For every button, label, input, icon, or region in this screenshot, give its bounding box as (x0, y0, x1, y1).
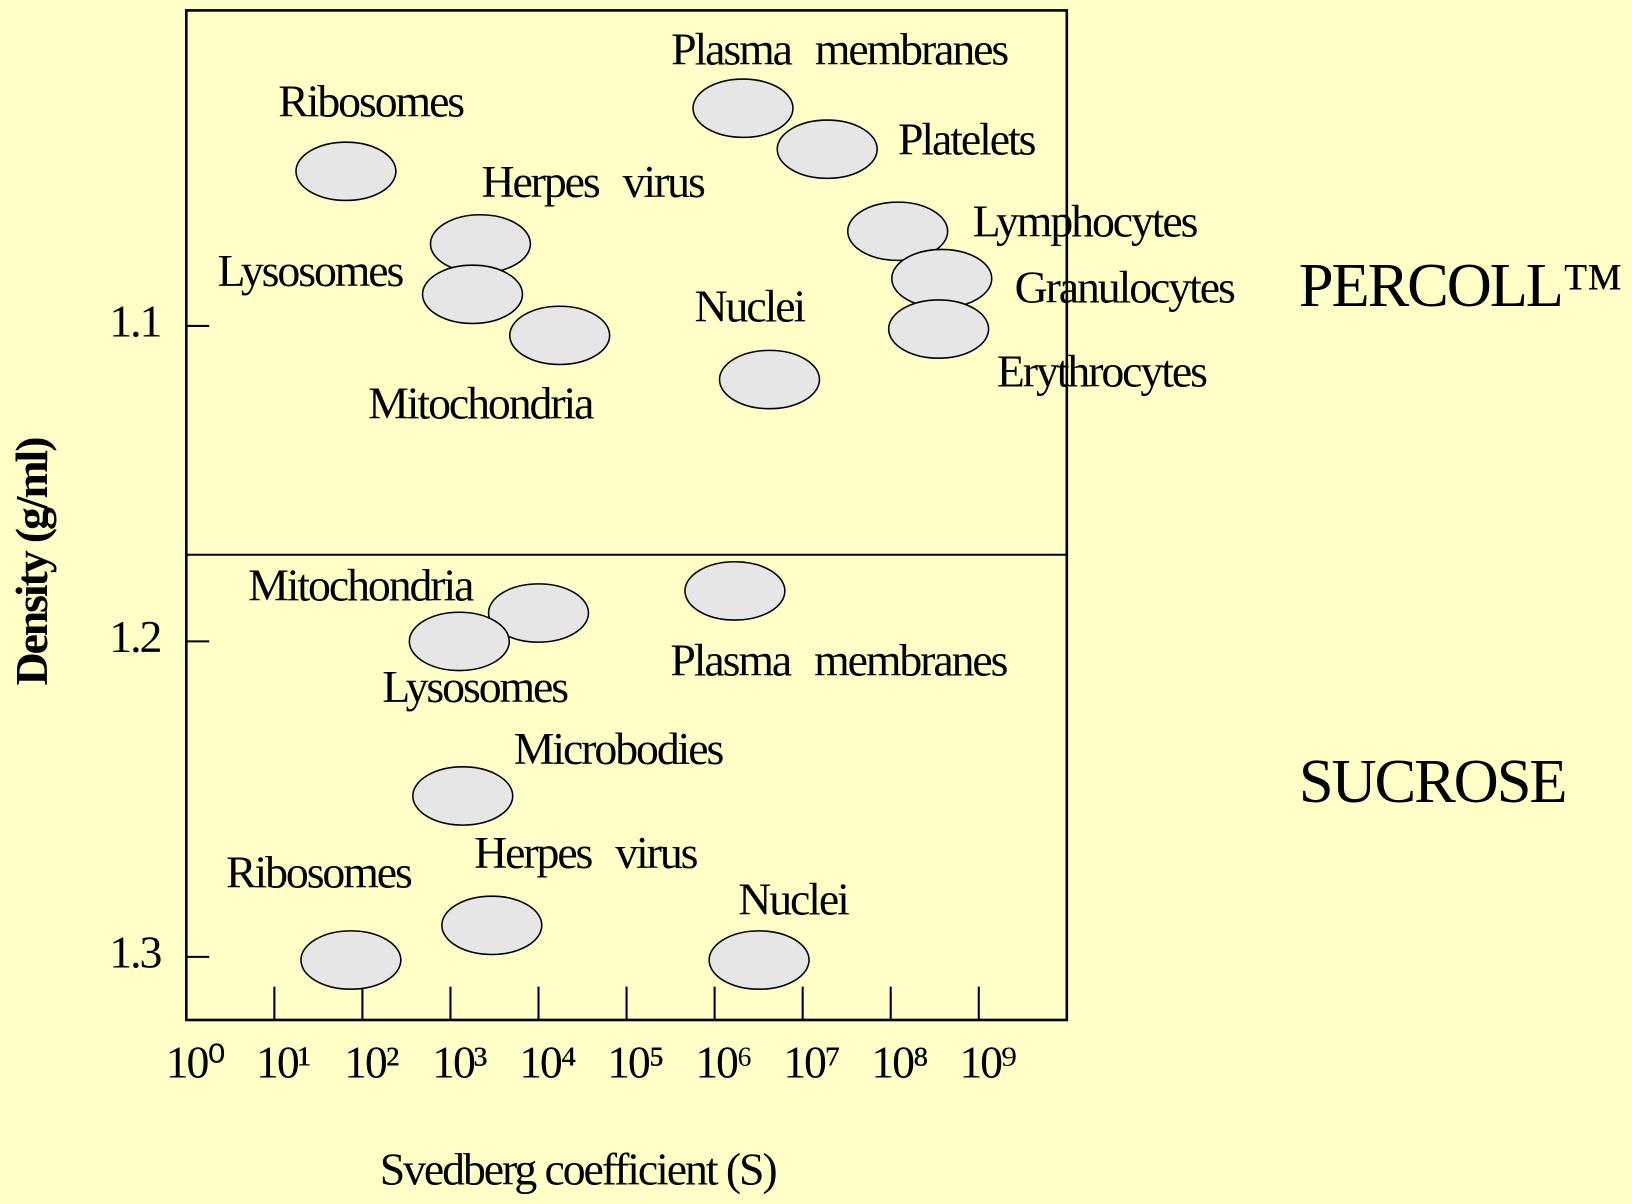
x-tick-label: 10¹ (256, 1036, 311, 1087)
x-axis-label: Svedberg coefficient (S) (380, 1144, 777, 1195)
point (408, 611, 511, 672)
series-name: PERCOLL™ (1299, 250, 1621, 320)
x-tick-label: 10⁷ (783, 1036, 840, 1087)
x-tick-label: 10³ (432, 1036, 487, 1087)
point (708, 930, 810, 990)
point-label: Erythrocytes (997, 345, 1207, 396)
point (421, 264, 524, 325)
x-tick-label: 10⁰ (166, 1036, 225, 1087)
point-label: Ribosomes (226, 846, 412, 897)
point (718, 349, 821, 410)
plot-area: Density (g/ml) Svedberg coefficient (S) … (6, 9, 1623, 1195)
point-label: Herpes virus (481, 156, 705, 207)
point (295, 141, 397, 202)
x-tick-label: 10⁹ (959, 1036, 1016, 1087)
point-label: Lysosomes (218, 245, 404, 296)
x-tick-label: 10⁶ (695, 1036, 751, 1087)
point-label: Nuclei (738, 873, 849, 924)
point (692, 78, 794, 139)
y-tick-label: 1.2 (109, 611, 160, 662)
point (887, 299, 990, 359)
point-label: Plasma membranes (670, 634, 1007, 685)
y-tick-label: 1.1 (109, 295, 160, 346)
point-label: Microbodies (514, 723, 724, 774)
point-label: Platelets (898, 114, 1036, 165)
point (891, 248, 993, 309)
point-label: Mitochondria (368, 378, 594, 429)
point-label: Ribosomes (278, 75, 464, 126)
point (684, 560, 786, 621)
point (429, 213, 532, 274)
point (487, 583, 590, 643)
x-tick-label: 10⁴ (519, 1036, 576, 1087)
x-tick-label: 10² (344, 1036, 399, 1087)
point-label: Herpes virus (474, 827, 698, 878)
point (300, 930, 402, 990)
point (412, 766, 514, 826)
point-label: Nuclei (695, 280, 806, 331)
point (441, 895, 543, 956)
series-name: SUCROSE (1299, 746, 1566, 816)
y-tick-label: 1.3 (109, 926, 161, 977)
point-label: Lymphocytes (973, 196, 1198, 247)
point (846, 201, 949, 262)
x-tick-label: 10⁵ (607, 1036, 663, 1087)
y-axis-label: Density (g/ml) (6, 438, 57, 686)
point-label: Mitochondria (248, 560, 474, 611)
x-tick-label: 10⁸ (871, 1036, 928, 1087)
point (508, 305, 611, 366)
point-label: Lysosomes (382, 661, 568, 712)
point (776, 119, 878, 180)
point-label: Granulocytes (1015, 262, 1235, 313)
point-label: Plasma membranes (671, 24, 1008, 75)
